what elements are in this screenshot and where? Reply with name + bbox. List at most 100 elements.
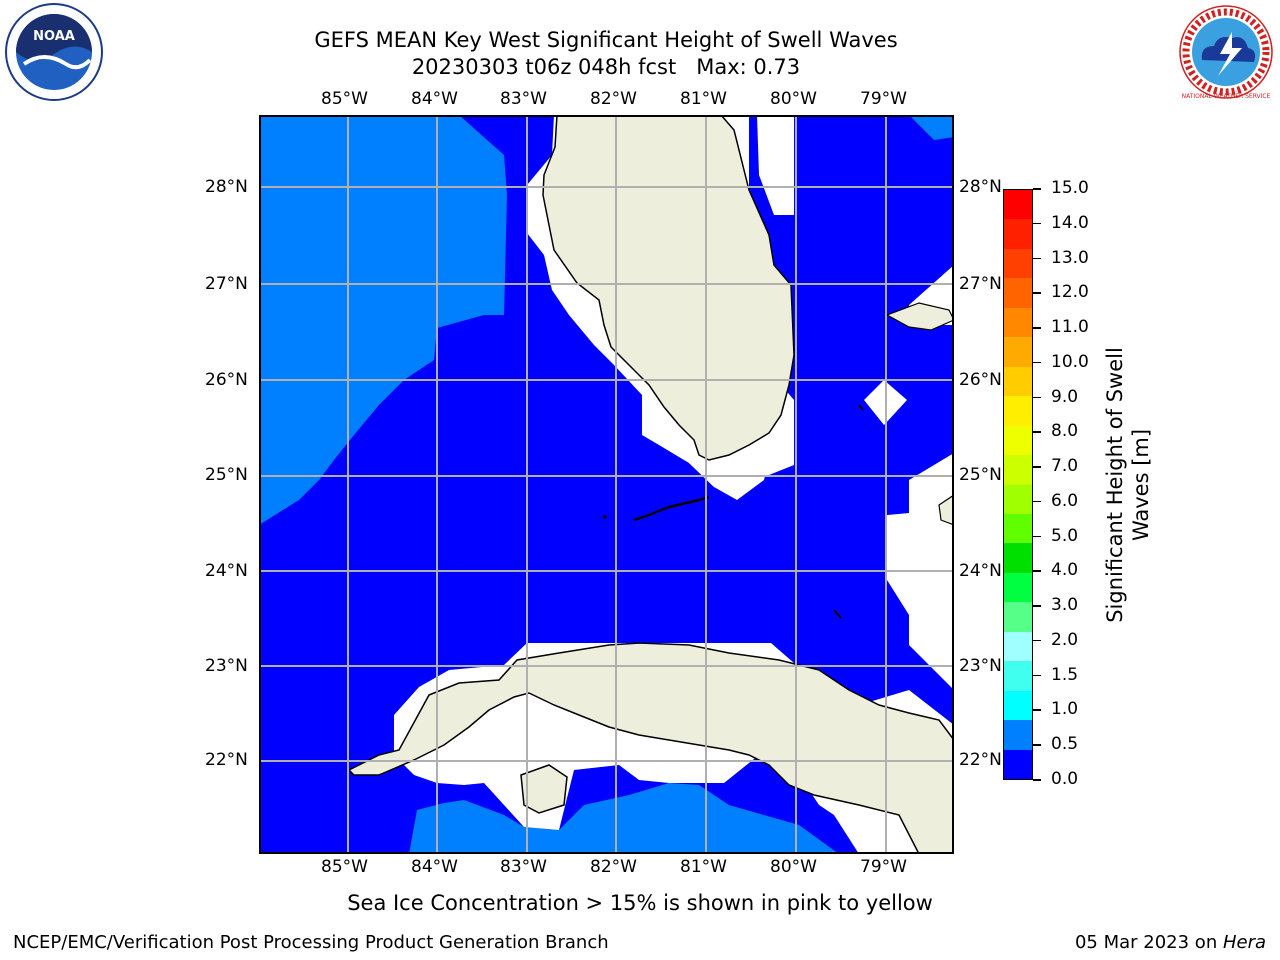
credit-text: NCEP/EMC/Verification Post Processing Pr… <box>13 932 609 953</box>
colorbar-tick <box>1033 361 1041 364</box>
colorbar-tick-label: 5.0 <box>1051 525 1079 546</box>
lat-label-right: 24°N <box>959 561 1002 581</box>
colorbar-segment <box>1004 248 1032 279</box>
lon-label-top: 81°W <box>680 89 727 109</box>
map-frame <box>259 115 954 854</box>
colorbar-segment <box>1004 690 1032 721</box>
host-name: Hera <box>1222 932 1266 953</box>
lat-label-left: 22°N <box>205 750 248 770</box>
lat-label-left: 24°N <box>205 561 248 581</box>
colorbar-label-line2: Waves [m] <box>1129 428 1153 542</box>
lat-label-left: 23°N <box>205 656 248 676</box>
lon-label-top: 85°W <box>321 89 368 109</box>
lat-label-right: 23°N <box>959 656 1002 676</box>
colorbar-segment <box>1004 307 1032 338</box>
lat-label-left: 28°N <box>205 177 248 197</box>
land-andros <box>938 494 954 526</box>
colorbar-tick-label: 7.0 <box>1051 456 1079 477</box>
chart-subtitle: 20230303 t06z 048h fcst Max: 0.73 <box>411 55 801 79</box>
colorbar-tick-label: 1.0 <box>1051 699 1079 720</box>
colorbar-segment <box>1004 396 1032 426</box>
colorbar-tick-label: 12.0 <box>1051 282 1089 303</box>
colorbar-tick-label: 1.5 <box>1051 664 1079 685</box>
colorbar-tick <box>1033 779 1041 781</box>
colorbar-tick <box>1033 674 1041 677</box>
colorbar-segment <box>1004 190 1032 220</box>
florida-keys <box>633 495 710 522</box>
colorbar-tick-label: 0.0 <box>1051 769 1079 789</box>
colorbar-segment <box>1004 455 1032 485</box>
nws-logo: NATIONAL WEATHER SERVICE <box>1176 2 1276 102</box>
lon-label-bottom: 83°W <box>500 857 547 877</box>
colorbar-segment <box>1004 572 1032 603</box>
colorbar-tick-label: 4.0 <box>1051 560 1079 581</box>
colorbar <box>1003 189 1033 780</box>
noaa-logo: NOAA <box>4 2 104 102</box>
colorbar-tick-label: 8.0 <box>1051 421 1079 442</box>
lat-label-right: 27°N <box>959 274 1002 294</box>
colorbar-tick <box>1033 535 1041 538</box>
colorbar-tick <box>1033 744 1041 746</box>
colorbar-tick <box>1033 570 1041 572</box>
swell-height-map <box>259 115 954 854</box>
swell-band-caribbean <box>409 783 839 854</box>
colorbar-tick-label: 11.0 <box>1051 317 1089 338</box>
land-grand-bahama <box>885 302 954 331</box>
colorbar-segment <box>1004 337 1032 367</box>
lon-label-bottom: 80°W <box>770 857 817 877</box>
colorbar-segment <box>1004 720 1032 750</box>
colorbar-tick-label: 9.0 <box>1051 386 1079 407</box>
lat-label-right: 26°N <box>959 370 1002 390</box>
lat-label-right: 25°N <box>959 465 1002 485</box>
colorbar-ticks: 15.0 14.0 13.0 12.0 11.0 10.0 9.0 8.0 7.0 6.0 5.0 4… <box>1033 178 1103 789</box>
colorbar-label-line1: Significant Height of Swell <box>1103 347 1127 623</box>
swell-band-atlantic <box>909 115 954 140</box>
colorbar-tick-label: 0.5 <box>1051 734 1079 755</box>
colorbar-tick <box>1033 431 1041 433</box>
colorbar-segment <box>1004 543 1032 573</box>
bimini <box>858 404 864 411</box>
colorbar-tick <box>1033 327 1041 329</box>
colorbar-tick <box>1033 639 1041 642</box>
colorbar-tick <box>1033 396 1041 399</box>
colorbar-segment <box>1004 425 1032 456</box>
colorbar-segment <box>1004 602 1032 632</box>
colorbar-tick-label: 13.0 <box>1051 247 1089 268</box>
land-isla-juventud <box>520 764 568 814</box>
colorbar-tick-label: 6.0 <box>1051 490 1079 511</box>
colorbar-segment <box>1004 749 1032 780</box>
sea-ice-note: Sea Ice Concentration > 15% is shown in … <box>347 891 933 915</box>
cay-sal <box>833 609 842 619</box>
colorbar-tick <box>1033 709 1041 711</box>
colorbar-tick-label: 10.0 <box>1051 351 1089 372</box>
colorbar-segment <box>1004 661 1032 691</box>
noaa-logo-text: NOAA <box>33 29 75 44</box>
lon-label-bottom: 82°W <box>590 857 637 877</box>
swell-band-gulf <box>259 115 507 525</box>
date-text: 05 Mar 2023 on <box>1074 932 1223 953</box>
land-cuba <box>347 642 954 854</box>
dry-tortugas <box>603 515 607 519</box>
colorbar-segment <box>1004 513 1032 544</box>
lat-label-left: 25°N <box>205 465 248 485</box>
colorbar-tick <box>1033 466 1041 468</box>
colorbar-tick <box>1033 500 1041 503</box>
lon-label-bottom: 79°W <box>860 857 907 877</box>
lat-label-left: 26°N <box>205 370 248 390</box>
colorbar-tick-label: 14.0 <box>1051 212 1089 233</box>
colorbar-tick-label: 3.0 <box>1051 595 1079 616</box>
colorbar-segment <box>1004 631 1032 662</box>
lon-label-top: 83°W <box>500 89 547 109</box>
colorbar-segment <box>1004 278 1032 308</box>
land-florida <box>542 115 795 461</box>
colorbar-tick <box>1033 222 1041 225</box>
lon-label-bottom: 85°W <box>321 857 368 877</box>
colorbar-segment <box>1004 219 1032 249</box>
lon-label-bottom: 84°W <box>411 857 458 877</box>
colorbar-segment <box>1004 484 1032 514</box>
lat-label-left: 27°N <box>205 274 248 294</box>
nws-logo-text: NATIONAL WEATHER SERVICE <box>1182 93 1271 100</box>
colorbar-tick <box>1033 257 1041 260</box>
lat-label-right: 22°N <box>959 750 1002 770</box>
lon-label-top: 84°W <box>411 89 458 109</box>
